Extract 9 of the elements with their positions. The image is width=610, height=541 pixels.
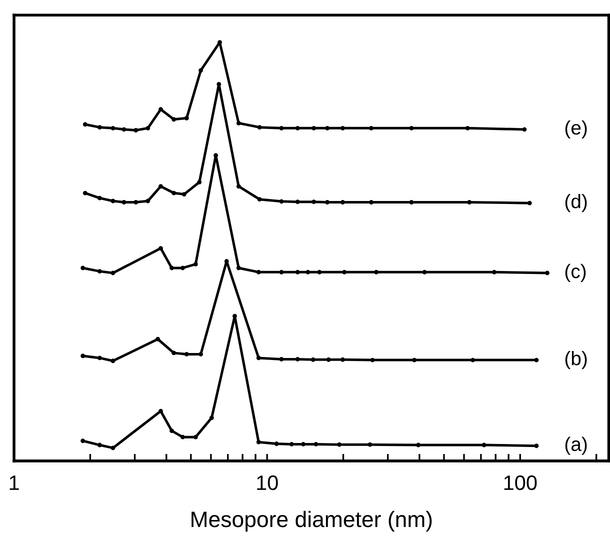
series-label: (b) (565, 350, 587, 370)
series-label: (c) (565, 264, 586, 282)
x-tick-label: 100 (504, 475, 537, 490)
series-label: (d) (565, 194, 587, 212)
series-label: (a) (565, 436, 587, 455)
x-tick-label: 10 (257, 475, 278, 490)
x-tick-label: 1 (10, 476, 19, 490)
x-axis-title: Mesopore diameter (nm) (192, 510, 432, 532)
text: (e) (565, 120, 587, 138)
